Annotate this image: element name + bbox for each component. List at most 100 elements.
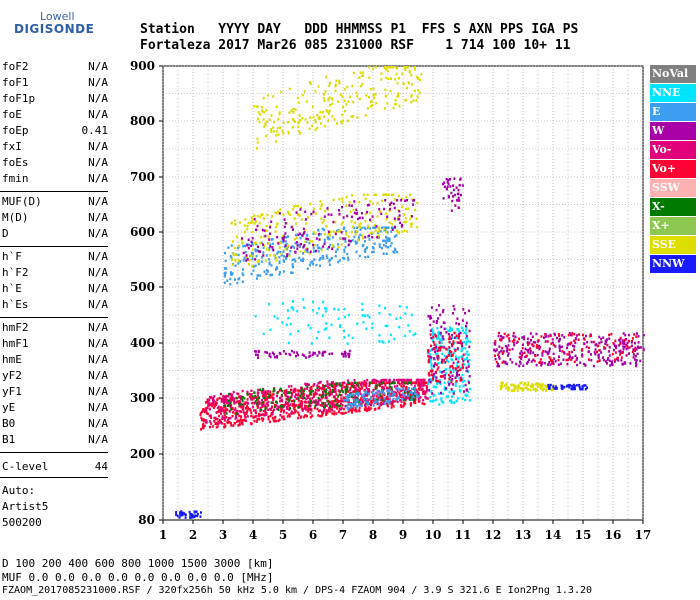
echo-point (376, 201, 379, 205)
echo-point (381, 381, 384, 384)
echo-point (337, 245, 340, 249)
echo-point (600, 351, 603, 354)
echo-point (225, 267, 228, 270)
echo-point (345, 387, 348, 390)
echo-point (215, 421, 218, 425)
param-value: N/A (88, 227, 108, 240)
echo-point (403, 399, 406, 402)
echo-point (551, 338, 554, 341)
echo-point (343, 248, 346, 252)
echo-point (455, 380, 458, 383)
echo-point (373, 399, 376, 402)
echo-point (416, 225, 419, 229)
echo-point (305, 405, 308, 408)
echo-point (234, 223, 237, 226)
echo-point (603, 346, 605, 349)
echo-point (314, 388, 317, 392)
echo-point (419, 378, 422, 382)
echo-point (450, 379, 453, 382)
echo-point (436, 368, 439, 371)
echo-point (360, 234, 363, 237)
echo-point (399, 395, 402, 398)
echo-point (584, 334, 587, 338)
echo-point (509, 358, 512, 361)
echo-point (323, 233, 326, 236)
echo-point (524, 386, 527, 389)
echo-point (226, 420, 229, 424)
brand-lowell: Lowell (40, 10, 75, 23)
echo-point (259, 406, 262, 410)
echo-point (294, 390, 297, 393)
brand-digisonde: DIGISONDE (14, 22, 95, 36)
echo-point (404, 217, 407, 220)
echo-point (426, 387, 428, 390)
echo-point (380, 340, 383, 343)
echo-point (462, 384, 465, 388)
echo-point (293, 405, 296, 409)
echo-point (339, 408, 342, 411)
echo-point (384, 229, 387, 232)
echo-point (255, 228, 257, 231)
echo-point (251, 264, 254, 268)
echo-point (313, 351, 316, 355)
echo-point (292, 404, 295, 407)
echo-point (301, 234, 304, 237)
echo-point (526, 360, 529, 364)
x-tick-label: 6 (309, 528, 317, 542)
echo-point (353, 390, 356, 393)
echo-point (372, 404, 375, 407)
echo-point (241, 241, 244, 245)
echo-point (403, 378, 406, 382)
echo-point (449, 326, 452, 329)
echo-point (290, 410, 293, 413)
echo-point (502, 350, 505, 353)
echo-point (271, 405, 274, 409)
echo-point (366, 204, 369, 207)
echo-point (266, 213, 269, 217)
echo-point (241, 422, 244, 426)
echo-point (432, 375, 435, 379)
echo-point (283, 409, 286, 412)
echo-point (371, 326, 374, 330)
echo-point (262, 409, 265, 413)
echo-point (221, 422, 224, 425)
echo-point (299, 402, 302, 405)
echo-point (597, 356, 600, 360)
echo-point (257, 412, 260, 416)
echo-point (224, 251, 226, 255)
echo-point (329, 243, 332, 247)
echo-point (269, 328, 272, 331)
echo-point (210, 416, 213, 420)
echo-point (388, 66, 391, 69)
echo-point (370, 232, 373, 235)
echo-point (242, 273, 245, 277)
echo-point (598, 349, 601, 352)
echo-point (442, 401, 445, 404)
echo-point (260, 110, 263, 113)
echo-point (202, 425, 205, 428)
echo-point (347, 235, 350, 238)
echo-point (314, 232, 317, 235)
echo-point (372, 250, 375, 253)
echo-point (571, 331, 574, 335)
echo-point (331, 405, 334, 408)
echo-point (309, 407, 312, 411)
echo-point (452, 370, 455, 373)
echo-point (347, 390, 350, 393)
echo-point (433, 375, 436, 378)
echo-point (256, 228, 259, 232)
echo-point (638, 346, 641, 349)
echo-point (222, 409, 225, 412)
echo-point (420, 382, 423, 386)
echo-point (282, 132, 285, 135)
echo-point (256, 137, 259, 141)
echo-point (510, 389, 513, 392)
echo-point (363, 398, 366, 401)
echo-point (399, 399, 402, 402)
echo-point (376, 215, 379, 218)
echo-point (467, 379, 470, 383)
echo-point (385, 230, 388, 234)
echo-point (385, 397, 388, 400)
echo-point (342, 353, 345, 356)
echo-point (337, 260, 340, 264)
